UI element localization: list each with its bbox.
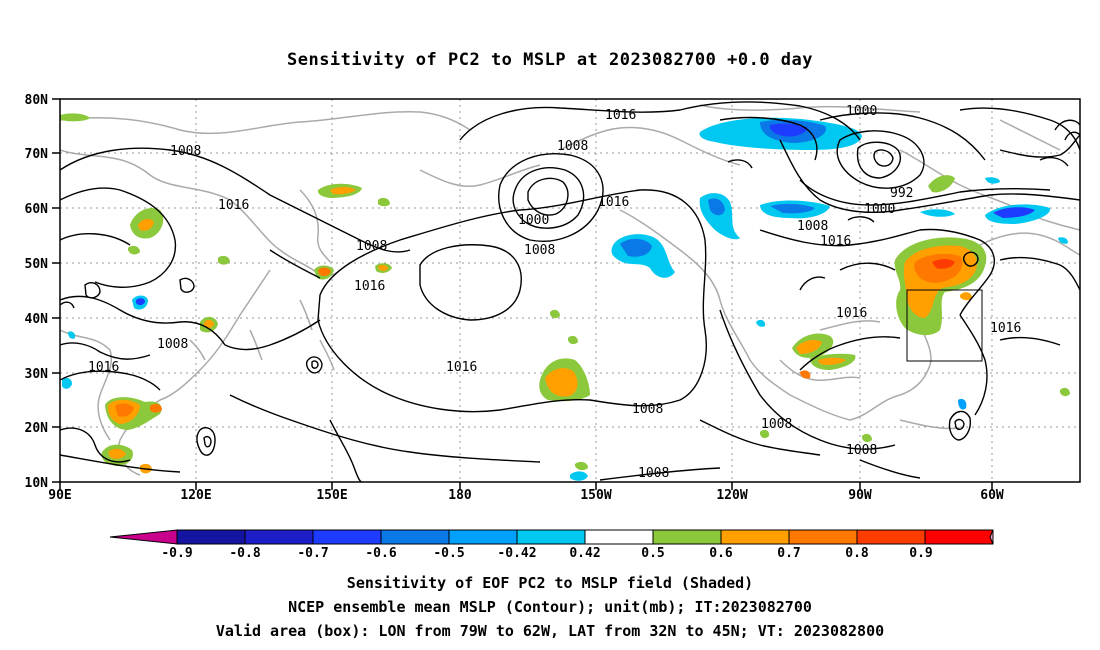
svg-text:1016: 1016 <box>836 306 867 321</box>
svg-text:-0.8: -0.8 <box>229 546 260 561</box>
colorbar-swatch <box>448 529 518 545</box>
svg-text:120E: 120E <box>180 488 211 503</box>
svg-text:1016: 1016 <box>354 279 385 294</box>
svg-text:1008: 1008 <box>356 239 387 254</box>
mslp-contours <box>60 101 1080 482</box>
colorbar-swatch <box>856 529 926 545</box>
svg-text:-0.7: -0.7 <box>297 546 328 561</box>
svg-text:150E: 150E <box>316 488 347 503</box>
svg-text:10N: 10N <box>25 476 49 491</box>
colorbar-labels: -0.9 -0.8 -0.7 -0.6 -0.5 -0.42 0.42 0.5 … <box>161 546 932 561</box>
svg-text:20N: 20N <box>25 421 49 436</box>
svg-text:-0.42: -0.42 <box>497 546 536 561</box>
longitude-labels: 90E 120E 150E 180 150W 120W 90W 60W <box>48 488 1004 503</box>
svg-text:-0.5: -0.5 <box>433 546 464 561</box>
latitude-labels: 80N 70N 60N 50N 40N 30N 20N 10N <box>25 93 49 491</box>
svg-text:0.9: 0.9 <box>909 546 932 561</box>
svg-text:30N: 30N <box>25 367 49 382</box>
svg-text:1016: 1016 <box>820 234 851 249</box>
svg-text:150W: 150W <box>580 488 611 503</box>
valid-area-box <box>906 289 983 362</box>
svg-text:0.42: 0.42 <box>569 546 600 561</box>
svg-text:60W: 60W <box>980 488 1004 503</box>
svg-text:1016: 1016 <box>605 108 636 123</box>
svg-text:0.5: 0.5 <box>641 546 664 561</box>
svg-text:90E: 90E <box>48 488 71 503</box>
axis-ticks <box>52 98 993 490</box>
colorbar-swatch <box>244 529 314 545</box>
contour-label: 1008 <box>638 466 669 481</box>
svg-text:60N: 60N <box>25 202 49 217</box>
svg-text:40N: 40N <box>25 312 49 327</box>
svg-text:70N: 70N <box>25 147 49 162</box>
colorbar-swatch <box>924 529 994 545</box>
svg-text:0.7: 0.7 <box>777 546 800 561</box>
plot-frame <box>59 98 1081 483</box>
svg-text:1000: 1000 <box>864 202 895 217</box>
svg-text:1008: 1008 <box>797 219 828 234</box>
svg-text:1016: 1016 <box>88 360 119 375</box>
contour-label: 1008 <box>846 443 877 458</box>
colorbar <box>109 529 994 545</box>
svg-text:80N: 80N <box>25 93 49 108</box>
svg-text:1008: 1008 <box>524 243 555 258</box>
svg-text:1016: 1016 <box>446 360 477 375</box>
svg-text:1016: 1016 <box>218 198 249 213</box>
svg-text:1000: 1000 <box>846 104 877 119</box>
svg-text:90W: 90W <box>848 488 872 503</box>
svg-text:1008: 1008 <box>170 144 201 159</box>
colorbar-swatch <box>176 529 246 545</box>
caption-line-3: Valid area (box): LON from 79W to 62W, L… <box>215 622 885 640</box>
svg-text:0.6: 0.6 <box>709 546 733 561</box>
colorbar-swatch <box>720 529 790 545</box>
svg-text:1008: 1008 <box>632 402 663 417</box>
svg-text:992: 992 <box>890 186 913 201</box>
colorbar-swatch <box>788 529 858 545</box>
colorbar-swatch <box>380 529 450 545</box>
caption-line-2: NCEP ensemble mean MSLP (Contour); unit(… <box>288 598 812 616</box>
colorbar-swatch <box>312 529 382 545</box>
svg-text:1016: 1016 <box>598 195 629 210</box>
colorbar-swatch <box>516 529 586 545</box>
shaded-sensitivity <box>60 113 1070 481</box>
svg-text:-0.6: -0.6 <box>365 546 396 561</box>
svg-text:120W: 120W <box>716 488 747 503</box>
colorbar-arrow-high <box>989 529 994 545</box>
svg-text:50N: 50N <box>25 257 49 272</box>
svg-text:1008: 1008 <box>761 417 792 432</box>
caption-line-1: Sensitivity of EOF PC2 to MSLP field (Sh… <box>346 574 754 592</box>
svg-text:1000: 1000 <box>518 213 549 228</box>
colorbar-swatch <box>584 529 654 545</box>
contour-labels: 1016 1008 1016 1008 1016 1000 1008 1016 … <box>88 104 1021 432</box>
svg-text:1016: 1016 <box>990 321 1021 336</box>
svg-text:0.8: 0.8 <box>845 546 869 561</box>
svg-text:1008: 1008 <box>157 337 188 352</box>
svg-text:180: 180 <box>448 488 472 503</box>
colorbar-swatch <box>652 529 722 545</box>
svg-text:1008: 1008 <box>557 139 588 154</box>
map-title: Sensitivity of PC2 to MSLP at 2023082700… <box>286 50 813 70</box>
svg-text:-0.9: -0.9 <box>161 546 192 561</box>
colorbar-arrow-low <box>109 529 178 545</box>
